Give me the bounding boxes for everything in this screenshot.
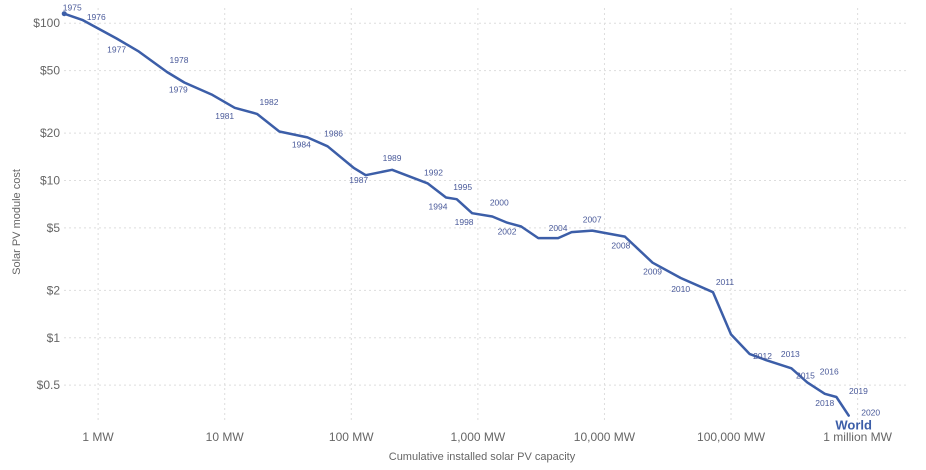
year-label: 1992 bbox=[424, 167, 443, 177]
y-tick-label: $5 bbox=[47, 221, 61, 235]
year-label: 1994 bbox=[429, 201, 448, 211]
y-tick-label: $100 bbox=[33, 16, 60, 30]
year-label: 2018 bbox=[815, 398, 834, 408]
year-label: 2009 bbox=[643, 267, 662, 277]
x-tick-label: 1 million MW bbox=[823, 430, 892, 444]
x-tick-label: 100 MW bbox=[329, 430, 374, 444]
y-tick-label: $20 bbox=[40, 126, 60, 140]
year-label: 2016 bbox=[820, 366, 839, 376]
year-label: 2020 bbox=[861, 408, 880, 418]
y-tick-label: $0.5 bbox=[37, 378, 61, 392]
year-label: 1976 bbox=[87, 12, 106, 22]
x-tick-label: 10 MW bbox=[206, 430, 245, 444]
y-tick-label: $1 bbox=[47, 331, 61, 345]
year-label: 1982 bbox=[260, 97, 279, 107]
year-label: 2011 bbox=[716, 277, 735, 287]
year-label: 1984 bbox=[292, 139, 311, 149]
year-label: 2007 bbox=[583, 215, 602, 225]
y-tick-labels: $100 $50 $20 $10 $5 $2 $1 $0.5 bbox=[33, 16, 60, 392]
year-label: 2000 bbox=[490, 198, 509, 208]
x-tick-label: 1,000 MW bbox=[451, 430, 506, 444]
year-label: 2004 bbox=[549, 223, 568, 233]
year-label: 1981 bbox=[215, 111, 234, 121]
year-label: 1979 bbox=[169, 84, 188, 94]
series-start-marker bbox=[61, 11, 67, 17]
year-labels: 1975 1976 1977 1978 1979 1981 1982 1984 1986 1987… bbox=[63, 3, 881, 418]
year-label: 1987 bbox=[349, 175, 368, 185]
year-label: 2010 bbox=[671, 284, 690, 294]
grid-layer bbox=[64, 8, 908, 420]
series-line-world[interactable] bbox=[62, 12, 850, 417]
x-axis-title: Cumulative installed solar PV capacity bbox=[389, 451, 576, 463]
y-axis-title: Solar PV module cost bbox=[11, 169, 23, 275]
year-label: 2015 bbox=[796, 370, 815, 380]
year-label: 1989 bbox=[383, 153, 402, 163]
year-label: 2008 bbox=[611, 241, 630, 251]
x-tick-label: 10,000 MW bbox=[574, 430, 636, 444]
year-label: 1995 bbox=[453, 182, 472, 192]
year-label: 1977 bbox=[107, 44, 126, 54]
year-label: 1975 bbox=[63, 3, 82, 13]
year-label: 2019 bbox=[849, 386, 868, 396]
series-label-world[interactable]: World bbox=[835, 418, 872, 433]
year-label: 1998 bbox=[455, 217, 474, 227]
x-tick-label: 100,000 MW bbox=[697, 430, 766, 444]
y-tick-label: $2 bbox=[47, 283, 61, 297]
year-label: 2012 bbox=[753, 351, 772, 361]
year-label: 1986 bbox=[324, 128, 343, 138]
x-tick-label: 1 MW bbox=[82, 430, 114, 444]
y-tick-label: $50 bbox=[40, 64, 60, 78]
year-label: 2002 bbox=[498, 227, 517, 237]
y-tick-label: $10 bbox=[40, 174, 60, 188]
x-tick-labels: 1 MW 10 MW 100 MW 1,000 MW 10,000 MW 100,000 … bbox=[82, 430, 892, 444]
year-label: 1978 bbox=[170, 55, 189, 65]
year-label: 2013 bbox=[781, 349, 800, 359]
